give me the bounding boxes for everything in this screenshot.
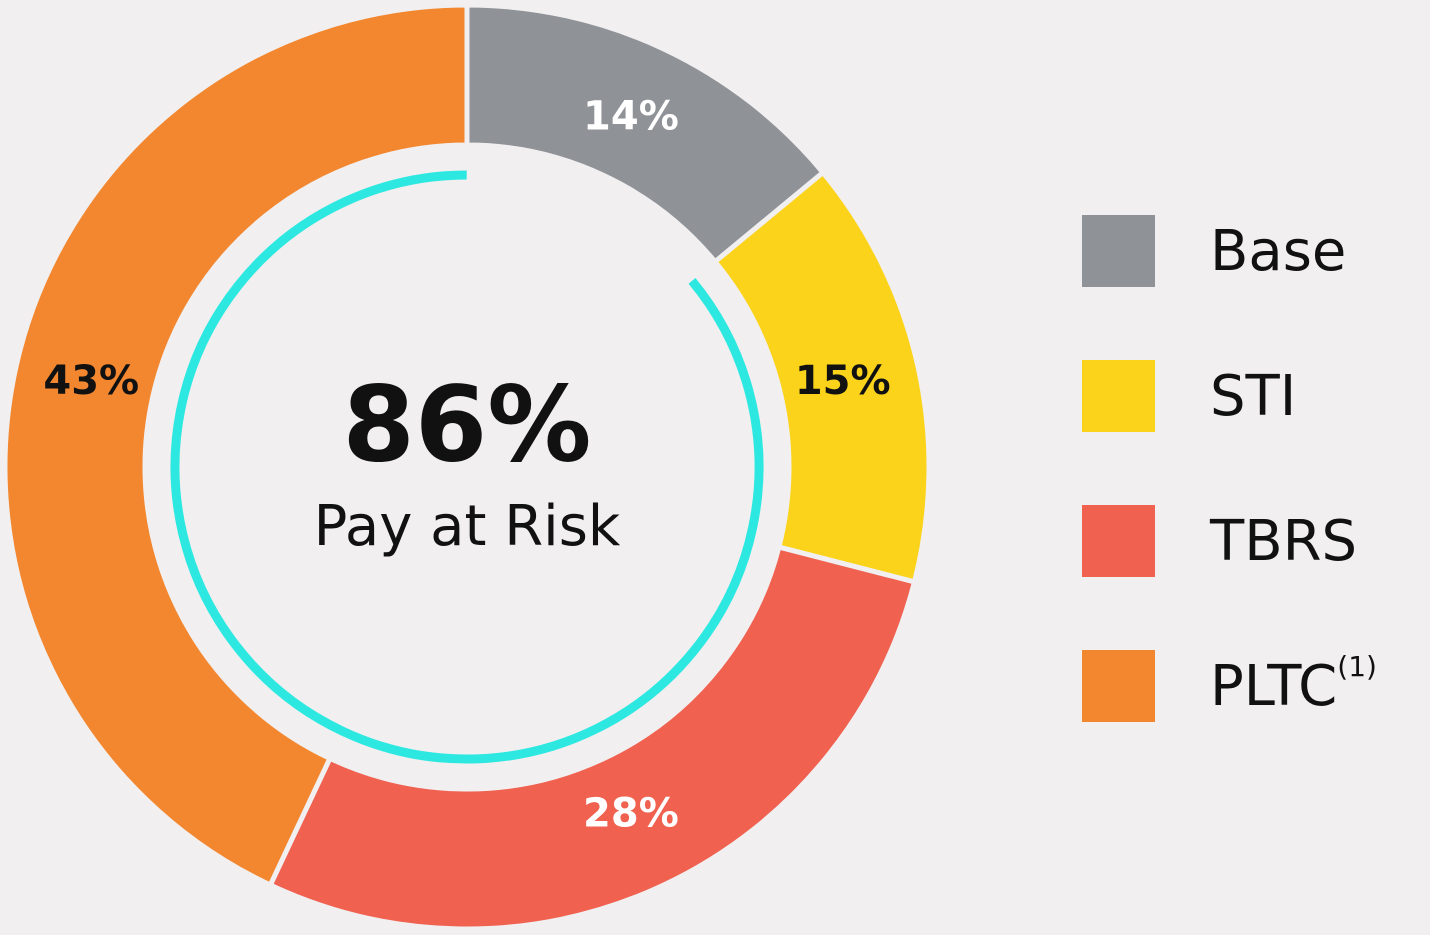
at-risk-arc xyxy=(170,170,764,764)
legend-text: TBRS xyxy=(1209,509,1357,574)
legend-label: Base xyxy=(1210,219,1346,284)
legend-swatch xyxy=(1082,650,1155,722)
legend-label: STI xyxy=(1210,364,1296,429)
center-value: 86% xyxy=(343,363,592,485)
legend-swatch xyxy=(1082,505,1155,577)
legend-superscript: (1) xyxy=(1337,650,1377,683)
legend-text: Base xyxy=(1210,219,1346,284)
value-label: 28% xyxy=(583,790,679,836)
center-label: Pay at Risk xyxy=(314,494,621,559)
legend-swatch xyxy=(1082,215,1155,287)
value-label: 43% xyxy=(43,358,139,404)
donut-segment xyxy=(2,2,470,889)
donut-segment xyxy=(266,544,918,932)
value-label: 14% xyxy=(583,94,679,140)
legend-text: STI xyxy=(1210,364,1296,429)
legend-label: TBRS xyxy=(1209,509,1357,574)
value-label: 15% xyxy=(795,358,891,404)
legend-swatch xyxy=(1082,360,1155,432)
legend-label: PLTC(1) xyxy=(1210,650,1377,719)
legend-text: PLTC xyxy=(1210,654,1337,719)
